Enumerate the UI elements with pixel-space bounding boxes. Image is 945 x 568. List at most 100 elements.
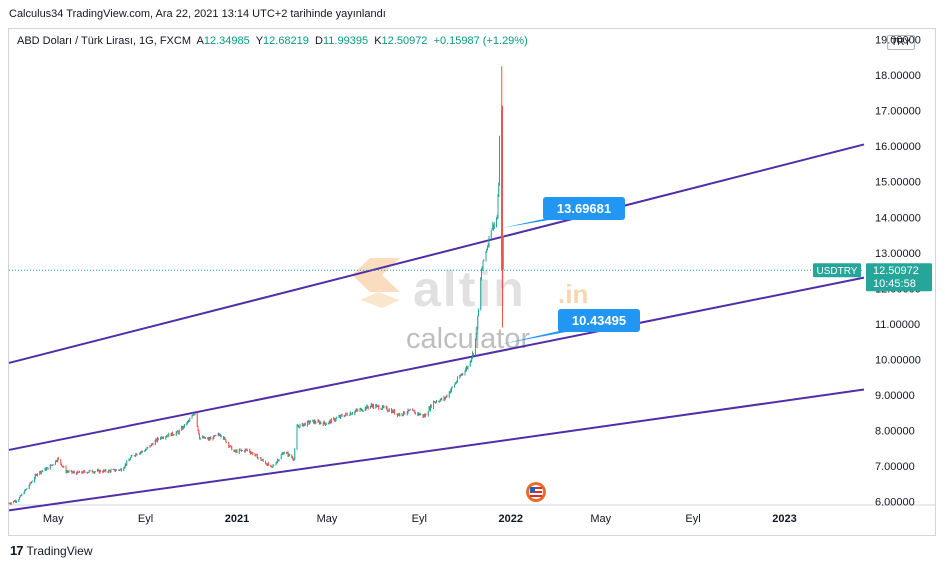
candle <box>220 433 221 437</box>
candle <box>459 374 461 379</box>
candle-body <box>231 446 233 451</box>
candle-body <box>35 474 37 476</box>
candle-body <box>160 438 161 440</box>
candle <box>172 434 174 436</box>
legend-close: 12.50972 <box>381 35 428 47</box>
callout-box <box>558 309 640 332</box>
candle-body <box>156 439 158 442</box>
candle <box>350 412 352 415</box>
candle-body <box>187 420 189 422</box>
candle <box>13 500 14 504</box>
candle <box>502 235 504 270</box>
candle <box>277 459 279 462</box>
candle <box>460 374 461 377</box>
candle <box>346 412 348 416</box>
candle-body <box>34 474 36 479</box>
candle <box>298 424 299 428</box>
candle <box>330 419 332 425</box>
callout: 10.43495 <box>501 309 640 345</box>
candle-body <box>438 401 440 403</box>
candle <box>403 411 405 415</box>
candle-body <box>446 395 448 397</box>
symbol-tag-label: USDTRY <box>817 266 858 277</box>
candle <box>214 435 215 437</box>
channel-line-middle <box>8 276 865 451</box>
candle <box>203 436 205 439</box>
candle <box>23 491 25 495</box>
candle <box>46 467 48 469</box>
candle <box>443 395 445 402</box>
candle <box>309 420 311 425</box>
tradingview-logo-icon[interactable]: 17 <box>10 543 24 558</box>
x-tick-label: Eyl <box>412 513 427 525</box>
candle-body <box>71 470 73 473</box>
candle-body <box>451 387 452 391</box>
candle <box>115 468 117 471</box>
candle <box>278 458 280 462</box>
candle-body <box>63 466 65 468</box>
candle <box>409 409 410 411</box>
candle <box>249 448 251 454</box>
candle <box>130 457 131 461</box>
candle <box>35 473 37 476</box>
candle-body <box>55 460 56 465</box>
candle-body <box>114 469 116 471</box>
candle <box>262 458 264 462</box>
candle <box>107 471 109 474</box>
candle-body <box>163 438 164 439</box>
candle-body <box>91 470 93 473</box>
candle <box>377 405 379 408</box>
currency-button[interactable]: TRY <box>887 35 915 50</box>
candle <box>144 450 146 452</box>
candle-body <box>354 411 356 414</box>
candle <box>438 400 440 403</box>
candle-body <box>89 470 91 471</box>
candle-body <box>502 108 503 238</box>
candle-body <box>288 453 290 456</box>
candle <box>435 401 437 404</box>
candle-body <box>497 196 499 218</box>
candle <box>429 405 431 411</box>
candle-body <box>238 449 240 453</box>
candle-body <box>150 445 152 447</box>
candle-body <box>409 409 410 411</box>
candle <box>302 422 304 427</box>
candle-body <box>40 471 41 474</box>
candle <box>439 398 441 403</box>
candle-body <box>47 467 49 470</box>
candle-body <box>31 481 33 483</box>
footer-brand[interactable]: TradingView <box>26 543 93 558</box>
candle <box>382 405 384 409</box>
candle <box>223 436 225 441</box>
candle <box>319 420 320 425</box>
candle-body <box>388 409 390 412</box>
symbol-tag <box>813 263 861 278</box>
legend-high: 12.68219 <box>263 35 309 47</box>
candle <box>362 409 364 413</box>
us-flag-event-icon[interactable] <box>526 482 546 502</box>
candle-body <box>55 460 57 462</box>
candle-body <box>308 421 310 424</box>
candle <box>141 450 143 454</box>
candle <box>205 437 206 439</box>
candle-body <box>198 429 200 435</box>
candle <box>36 474 38 477</box>
candle <box>16 500 17 503</box>
candle-body <box>409 409 411 411</box>
candle <box>246 448 248 451</box>
candle-body <box>317 420 319 423</box>
candle-body <box>173 434 175 436</box>
legend-symbol[interactable]: ABD Doları / Türk Lirası, 1G, FXCM <box>17 35 192 47</box>
candle-body <box>78 472 80 474</box>
candle-body <box>476 327 478 334</box>
candle-body <box>18 499 20 502</box>
candle-body <box>115 470 116 472</box>
candle-body <box>193 414 194 416</box>
candle <box>61 463 62 467</box>
candle-body <box>247 449 248 451</box>
candle <box>286 451 288 454</box>
candle <box>493 224 494 231</box>
legend-close-label: K <box>374 35 382 47</box>
candle <box>331 418 332 423</box>
